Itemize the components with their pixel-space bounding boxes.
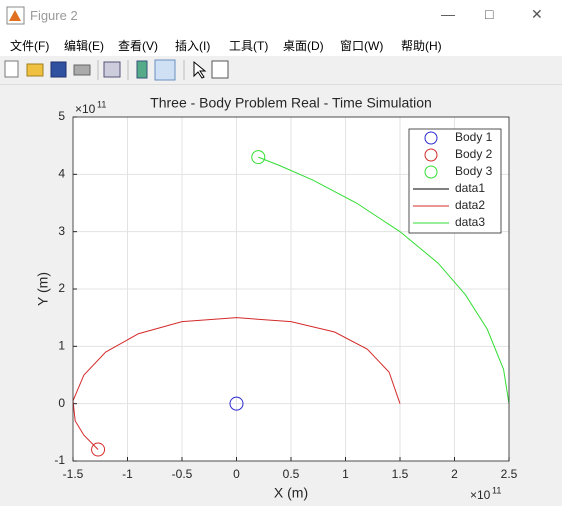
body-marker bbox=[91, 442, 106, 457]
trajectory bbox=[73, 317, 401, 450]
x-multiplier: ×10 bbox=[470, 488, 491, 502]
body-marker bbox=[229, 396, 244, 411]
x-tick-label: 1.5 bbox=[392, 467, 409, 481]
chart-title: Three - Body Problem Real - Time Simulat… bbox=[150, 95, 432, 111]
x-tick-label: 2 bbox=[451, 467, 458, 481]
chart: Three - Body Problem Real - Time Simulat… bbox=[35, 95, 518, 502]
menu-item[interactable]: 文件(F) bbox=[10, 39, 50, 53]
y-tick-label: 4 bbox=[58, 167, 65, 181]
menu-item[interactable]: 编辑(E) bbox=[64, 39, 104, 53]
legend-label: Body 3 bbox=[455, 164, 493, 178]
open-icon[interactable] bbox=[26, 63, 44, 77]
x-tick-label: 0.5 bbox=[283, 467, 300, 481]
menu-item[interactable]: 窗口(W) bbox=[340, 39, 384, 53]
trajectory bbox=[258, 156, 509, 404]
legend-icon[interactable] bbox=[154, 59, 176, 81]
menu-item[interactable]: 工具(T) bbox=[229, 39, 269, 53]
legend-label: Body 1 bbox=[455, 130, 493, 144]
legend-label: data3 bbox=[455, 215, 485, 229]
toolbar bbox=[0, 56, 562, 85]
x-tick-label: 2.5 bbox=[501, 467, 518, 481]
property-icon[interactable] bbox=[211, 60, 229, 79]
colorbar-icon[interactable] bbox=[136, 60, 148, 79]
toolbar-icons bbox=[4, 59, 229, 81]
pointer-icon[interactable] bbox=[193, 60, 207, 79]
menu-bar: 文件(F) 编辑(E) 查看(V) 插入(I) 工具(T) 桌面(D) 窗口(W) 帮助(H) bbox=[0, 32, 562, 56]
y-multiplier-exponent: 11 bbox=[97, 99, 106, 109]
window-title: Figure 2 bbox=[30, 8, 78, 23]
y-tick-label: 5 bbox=[58, 109, 65, 123]
legend-marker bbox=[424, 165, 438, 179]
menu-item[interactable]: 查看(V) bbox=[118, 39, 158, 53]
legend-label: data1 bbox=[455, 181, 485, 195]
minimize-button[interactable]: — bbox=[441, 6, 455, 22]
y-axis-label: Y (m) bbox=[35, 272, 51, 306]
body-marker bbox=[251, 150, 266, 165]
legend-box bbox=[408, 128, 502, 234]
y-tick-label: 0 bbox=[58, 396, 65, 410]
menu-item[interactable]: 帮助(H) bbox=[401, 39, 442, 53]
legend-marker bbox=[424, 131, 438, 145]
x-tick-label: 1 bbox=[342, 467, 349, 481]
x-multiplier-exponent: 11 bbox=[492, 485, 501, 495]
x-axis-label: X (m) bbox=[274, 485, 308, 501]
close-button[interactable]: ✕ bbox=[531, 6, 543, 22]
x-tick-label: -1.5 bbox=[63, 467, 84, 481]
save-icon[interactable] bbox=[50, 61, 67, 78]
app-icon bbox=[6, 6, 25, 25]
y-tick-label: 3 bbox=[58, 224, 65, 238]
y-tick-label: -1 bbox=[54, 453, 65, 467]
y-tick-label: 2 bbox=[58, 281, 65, 295]
menu-item[interactable]: 插入(I) bbox=[175, 39, 211, 53]
axes-box bbox=[72, 116, 510, 462]
link-icon[interactable] bbox=[103, 61, 121, 78]
legend-label: Body 2 bbox=[455, 147, 493, 161]
legend-label: data2 bbox=[455, 198, 485, 212]
y-tick-label: 1 bbox=[58, 339, 65, 353]
x-tick-label: 0 bbox=[233, 467, 240, 481]
x-tick-label: -0.5 bbox=[172, 467, 193, 481]
menu-item[interactable]: 桌面(D) bbox=[283, 39, 324, 53]
print-icon[interactable] bbox=[73, 64, 91, 76]
maximize-button[interactable]: □ bbox=[485, 6, 494, 22]
x-tick-label: -1 bbox=[122, 467, 133, 481]
new-icon[interactable] bbox=[4, 60, 19, 78]
y-multiplier: ×10 bbox=[75, 102, 96, 116]
legend-marker bbox=[424, 148, 438, 162]
title-bar: Figure 2 — □ ✕ bbox=[0, 0, 562, 32]
